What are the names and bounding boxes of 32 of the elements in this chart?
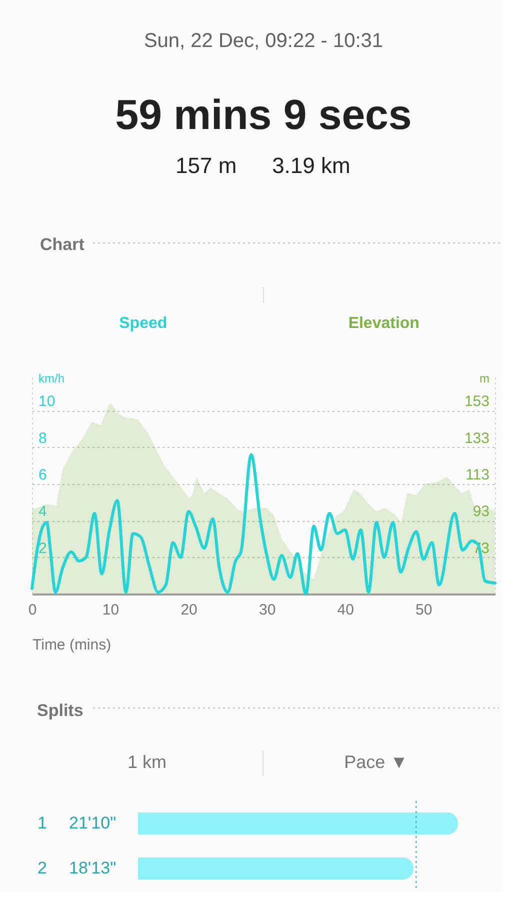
text: 1 km bbox=[127, 752, 167, 772]
x-axis-title: Time (mins) bbox=[32, 636, 112, 654]
x-tick-label: 10 bbox=[102, 602, 120, 618]
text: Pace ▼ bbox=[344, 752, 408, 772]
y-tick-label: 1 bbox=[38, 814, 47, 832]
x-tick-label: 40 bbox=[337, 602, 354, 618]
text: 59 mins 9 secs bbox=[115, 91, 412, 138]
data-label: 18'13" bbox=[69, 858, 116, 878]
y2-tick-label: 93 bbox=[472, 503, 490, 520]
text: 157 m bbox=[176, 153, 237, 178]
data-label: 21'10" bbox=[69, 814, 116, 832]
y-tick-label: 10 bbox=[38, 393, 56, 410]
y-tick-label: 4 bbox=[38, 503, 47, 520]
y2-tick-label: 133 bbox=[464, 430, 490, 447]
y2-tick-label: 153 bbox=[464, 393, 490, 410]
text: Elevation bbox=[348, 315, 420, 332]
x-tick-label: 20 bbox=[180, 602, 198, 618]
chart-title: Splits bbox=[37, 701, 84, 720]
chart-title: Chart bbox=[40, 235, 85, 254]
y-tick-label: 2 bbox=[38, 540, 47, 557]
text: 3.19 km bbox=[272, 153, 350, 178]
y2-axis-title: m bbox=[480, 372, 490, 386]
y-tick-label: 6 bbox=[38, 466, 47, 484]
text: Speed bbox=[119, 315, 168, 332]
y-tick-label: 8 bbox=[38, 430, 47, 447]
x-tick-label: 0 bbox=[28, 602, 37, 618]
y-axis-title: km/h bbox=[38, 372, 65, 386]
y-tick-label: 2 bbox=[38, 858, 47, 878]
text: Sun, 22 Dec, 09:22 - 10:31 bbox=[144, 30, 384, 52]
y2-tick-label: 113 bbox=[466, 466, 490, 484]
x-tick-label: 50 bbox=[416, 602, 432, 618]
x-tick-label: 30 bbox=[258, 602, 276, 618]
